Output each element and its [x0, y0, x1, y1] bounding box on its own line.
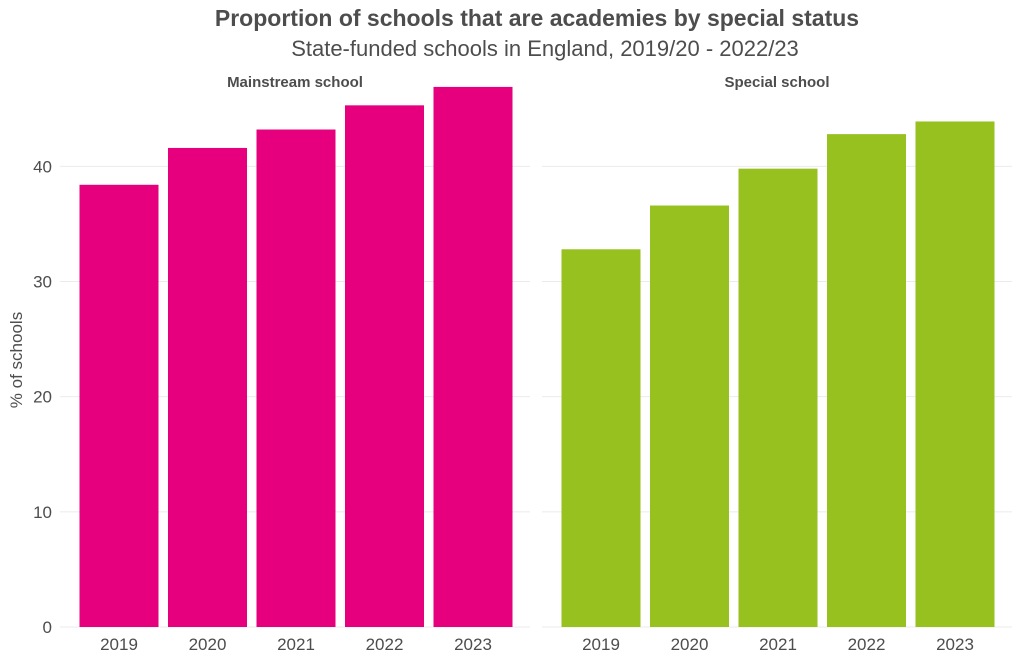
panel-1: Mainstream school 2019 2020 2021 2022 2023 [79, 74, 513, 654]
y-tick-label: 30 [33, 273, 52, 292]
x-tick-label: 2021 [759, 635, 797, 654]
y-tick-label: 10 [33, 503, 52, 522]
x-tick-label: 2022 [366, 635, 404, 654]
panel-2: Special school 2019 2020 2021 2022 2023 [561, 74, 995, 654]
y-tick-label: 40 [33, 157, 52, 176]
bar-2023 [915, 121, 995, 627]
bar-2022 [827, 134, 906, 627]
y-tick-label: 0 [43, 618, 52, 637]
x-tick-label: 2021 [277, 635, 315, 654]
chart-subtitle: State-funded schools in England, 2019/20… [291, 36, 799, 61]
bar-2020 [650, 205, 729, 628]
bar-2022 [345, 105, 424, 628]
x-tick-label: 2019 [582, 635, 620, 654]
x-tick-label: 2023 [936, 635, 974, 654]
x-tick-label: 2023 [454, 635, 492, 654]
y-axis-title: % of schools [7, 312, 26, 408]
panel-strip-label: Special school [724, 74, 829, 91]
bar-2023 [433, 86, 513, 627]
y-tick-label: 20 [33, 388, 52, 407]
x-tick-label: 2020 [189, 635, 227, 654]
x-tick-label: 2020 [671, 635, 709, 654]
x-tick-label: 2022 [848, 635, 886, 654]
chart-title: Proportion of schools that are academies… [215, 5, 859, 31]
x-tick-label: 2019 [100, 635, 138, 654]
bar-2019 [79, 184, 159, 627]
panel-strip-label: Mainstream school [227, 74, 363, 91]
bar-2021 [256, 129, 336, 628]
bar-2021 [738, 168, 818, 628]
bar-2020 [168, 147, 247, 627]
bar-2019 [561, 249, 641, 627]
y-axis-ticks: 0 10 20 30 40 [33, 157, 52, 637]
